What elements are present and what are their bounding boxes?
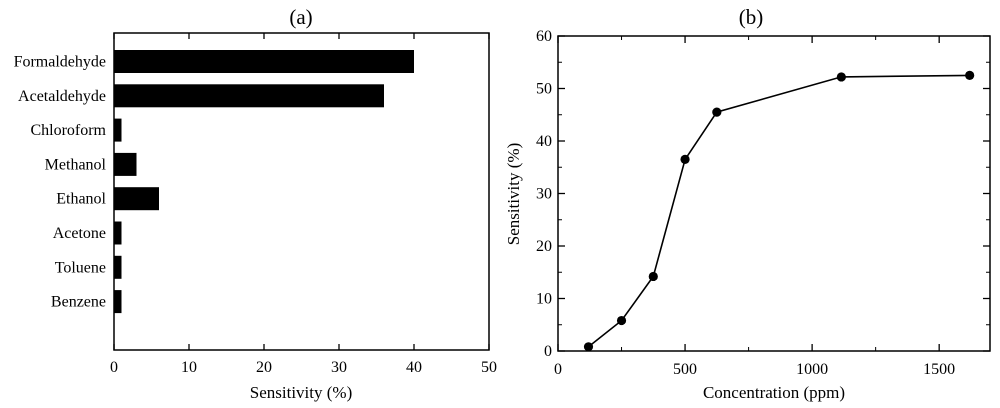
category-label: Benzene: [51, 294, 106, 311]
x-tick-label: 1500: [923, 361, 955, 378]
x-tick-label: 30: [331, 359, 347, 376]
panel-a-x-axis-title: Sensitivity (%): [250, 383, 352, 402]
panel-b-series-line: [588, 74, 970, 348]
panel-a-plot-frame: [113, 32, 490, 351]
category-label: Methanol: [45, 156, 107, 173]
panel-b-y-ticks: 0 10 20 30 40 50 60: [536, 28, 990, 360]
panel-b-label: (b): [739, 5, 764, 29]
y-tick-label: 0: [544, 343, 552, 360]
category-label: Formaldehyde: [14, 54, 106, 71]
panel-a-category-labels: Formaldehyde Acetaldehyde Chloroform Methan…: [14, 54, 107, 311]
bar: [114, 50, 414, 73]
y-tick-label: 20: [536, 238, 552, 255]
x-tick-label: 10: [181, 359, 197, 376]
x-tick-label: 500: [673, 361, 697, 378]
panel-a-label: (a): [289, 5, 312, 29]
data-point: [616, 315, 627, 326]
panel-b-x-axis-title: Concentration (ppm): [703, 383, 845, 402]
x-tick-label: 1000: [796, 361, 828, 378]
panel-b-data-points: [583, 70, 975, 352]
data-point: [680, 154, 690, 164]
panel-b-y-axis-title: Sensitivity (%): [504, 143, 523, 245]
data-point: [712, 107, 722, 117]
panel-b-line-chart: (b) 0 10 20 30 40 50 60 0 500 1000 1500 Concentra…: [504, 5, 991, 402]
category-label: Chloroform: [30, 122, 106, 139]
bar: [114, 152, 137, 176]
y-tick-label: 50: [536, 81, 552, 98]
panel-a-bars: [114, 50, 414, 314]
data-point: [648, 271, 658, 282]
category-label: Acetaldehyde: [18, 88, 106, 105]
x-tick-label: 50: [481, 359, 497, 376]
y-tick-label: 40: [536, 133, 552, 150]
bar: [114, 255, 122, 279]
x-tick-label: 20: [256, 359, 272, 376]
y-tick-label: 60: [536, 28, 552, 45]
category-label: Ethanol: [56, 191, 106, 208]
bar: [114, 187, 159, 211]
bar: [114, 290, 122, 314]
panel-b-x-ticks: 0 500 1000 1500: [554, 36, 955, 378]
x-tick-label: 0: [110, 359, 118, 376]
x-tick-label: 40: [406, 359, 422, 376]
bar: [114, 84, 384, 108]
panel-a-x-ticks: 0 10 20 30 40 50: [110, 33, 497, 376]
data-point: [583, 342, 594, 352]
panel-b-plot-frame: [557, 35, 991, 352]
data-point: [965, 70, 975, 80]
bar: [114, 118, 122, 142]
bar: [114, 221, 122, 245]
y-tick-label: 30: [536, 186, 552, 203]
category-label: Acetone: [53, 225, 106, 242]
y-tick-label: 10: [536, 291, 552, 308]
category-label: Toluene: [55, 259, 106, 276]
panel-a-bar-chart: (a) Formaldehyde Acetaldehyde Chloroform Me…: [14, 5, 497, 402]
x-tick-label: 0: [554, 361, 562, 378]
data-point: [836, 72, 846, 82]
